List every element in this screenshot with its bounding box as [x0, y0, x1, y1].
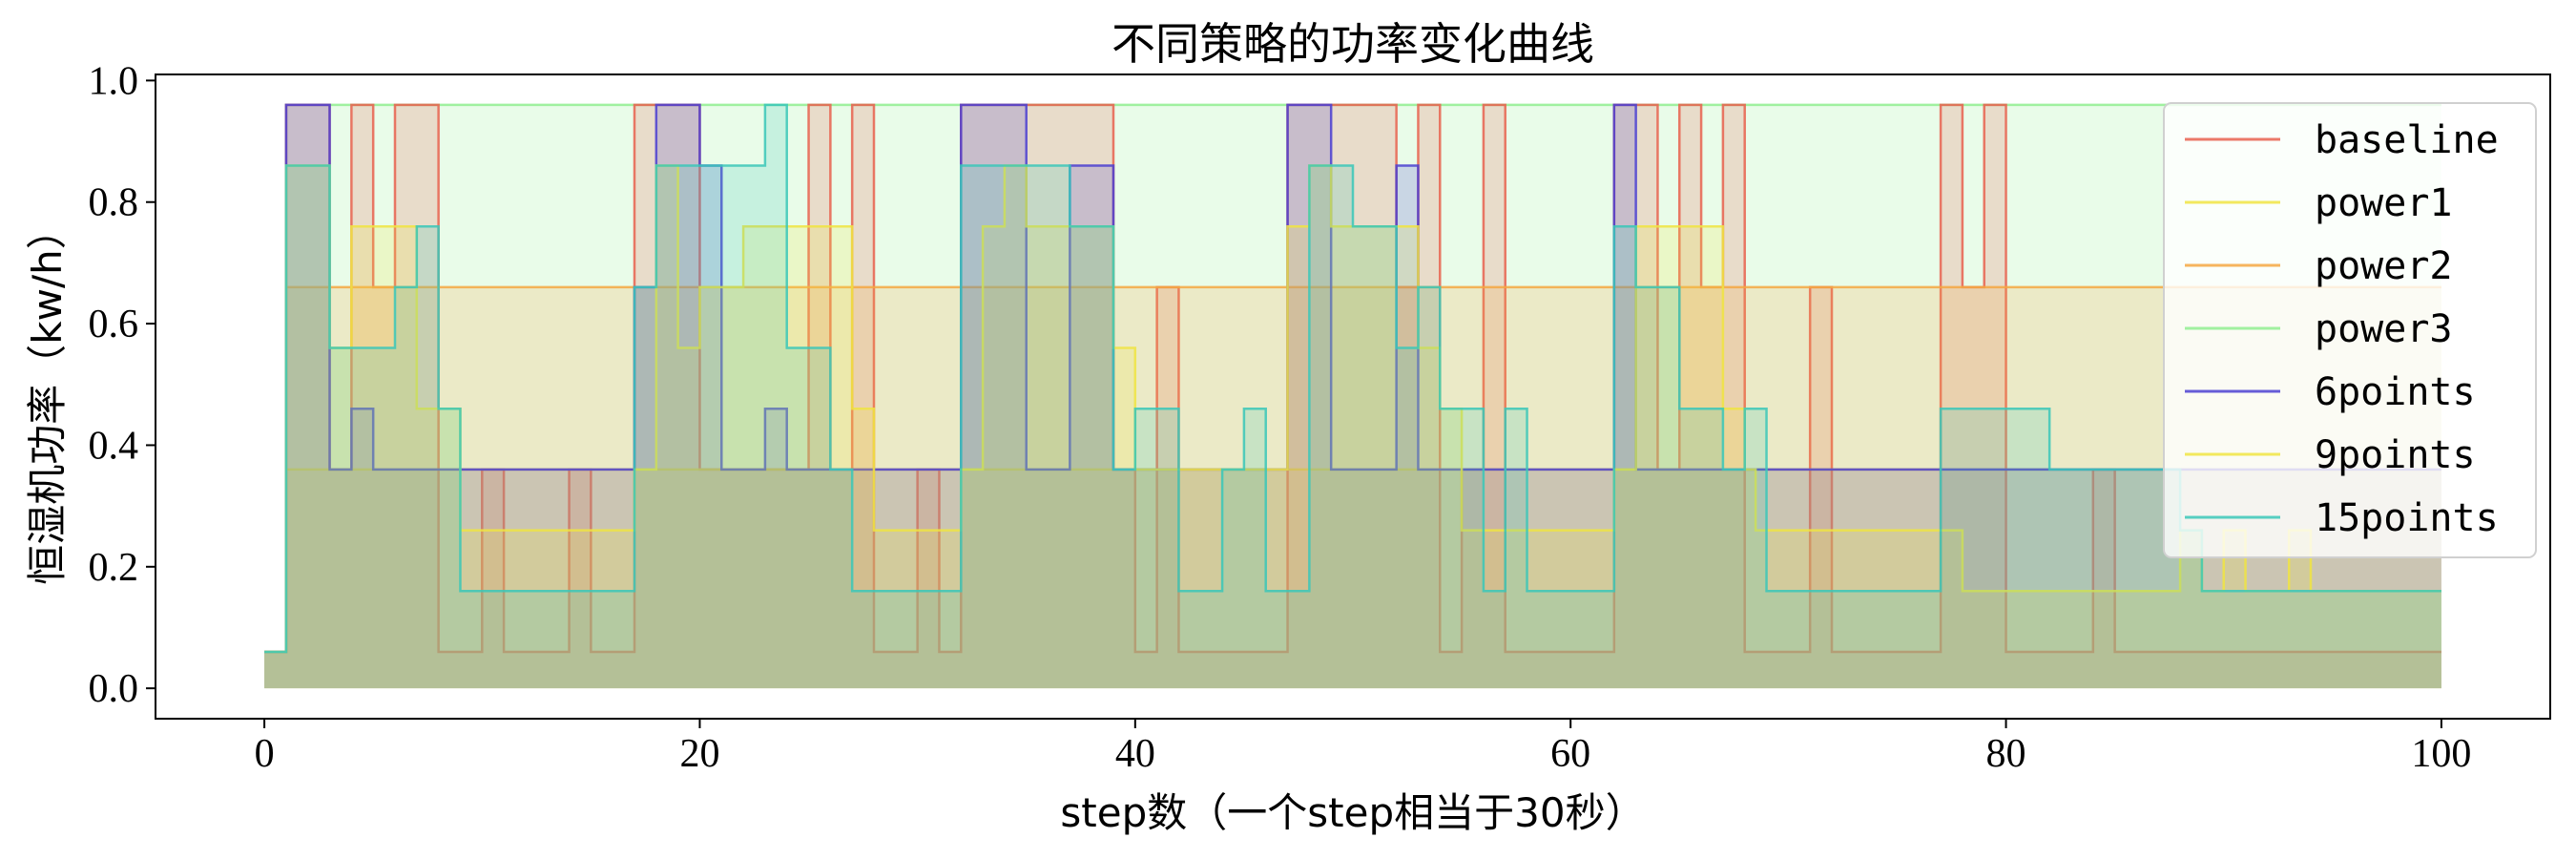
y-tick-label: 0.4: [89, 424, 139, 468]
x-tick-label: 80: [1986, 732, 2026, 776]
legend-box: [2163, 102, 2537, 558]
x-tick-label: 40: [1115, 732, 1155, 776]
y-tick-label: 0.0: [89, 667, 139, 711]
series-area-power2: [264, 286, 2441, 689]
legend-label-15points: 15points: [2315, 496, 2499, 540]
y-tick-label: 0.2: [89, 546, 139, 590]
x-axis: 0 20 40 60 80 100: [255, 719, 2471, 776]
legend-label-power1: power1: [2315, 181, 2453, 225]
y-tick-label: 0.6: [89, 303, 139, 346]
series-line-15points: [264, 103, 2441, 654]
series-9points: [264, 164, 2441, 689]
legend: baseline power1 power2 power3 6points 9points…: [2163, 102, 2537, 558]
x-tick-label: 20: [679, 732, 719, 776]
legend-label-9points: 9points: [2315, 433, 2476, 477]
x-tick-label: 100: [2411, 732, 2471, 776]
x-axis-label: step数（一个step相当于30秒）: [1060, 789, 1645, 836]
plot-frame: [155, 73, 2551, 720]
series-area-power1: [264, 469, 2441, 689]
chart-title: 不同策略的功率变化曲线: [1111, 18, 1594, 70]
series-15points: [264, 103, 2441, 689]
legend-label-baseline: baseline: [2315, 118, 2499, 162]
series-area-6points: [264, 104, 2441, 689]
y-axis: 0.0 0.2 0.4 0.6 0.8 1.0: [89, 59, 156, 711]
x-tick-label: 60: [1550, 732, 1590, 776]
series-area-9points: [264, 165, 2441, 689]
legend-label-power3: power3: [2315, 307, 2453, 351]
y-tick-label: 1.0: [89, 59, 139, 103]
x-tick-label: 0: [255, 732, 275, 776]
series-layer: [264, 103, 2441, 689]
series-line-9points: [264, 164, 2441, 654]
legend-label-6points: 6points: [2315, 370, 2476, 414]
y-tick-label: 0.8: [89, 181, 139, 225]
legend-label-power2: power2: [2315, 244, 2453, 288]
y-axis-label: 恒湿机功率（kw/h）: [24, 209, 71, 584]
series-area-15points: [264, 104, 2441, 689]
